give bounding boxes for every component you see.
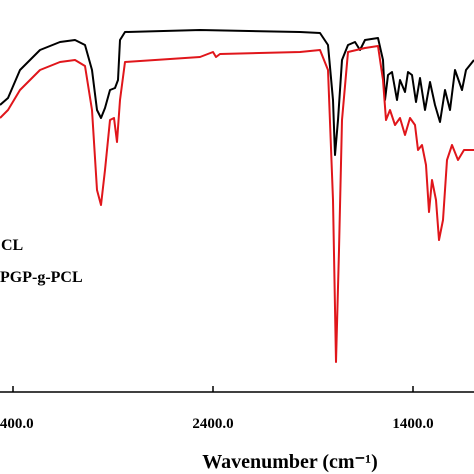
x-tick-label: 2400.0: [192, 416, 233, 432]
x-tick-label: 1400.0: [392, 416, 433, 432]
x-tick-label: 3400.0: [0, 416, 34, 432]
legend-label: CL: [1, 237, 23, 254]
spectrum-line: [0, 45, 474, 363]
x-axis-title: Wavenumber (cm⁻¹): [202, 451, 378, 473]
legend-label: PGP-g-PCL: [0, 269, 83, 286]
spectrum-line: [0, 29, 474, 156]
